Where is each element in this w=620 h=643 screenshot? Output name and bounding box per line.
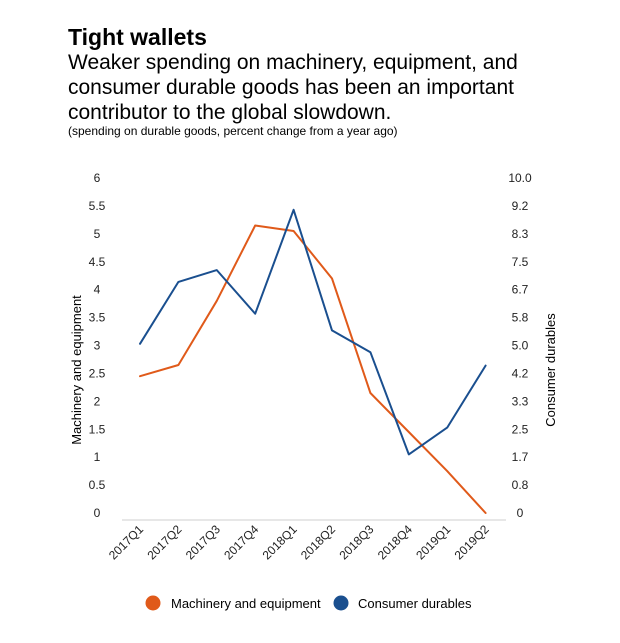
left-tick-label: 1 (94, 450, 101, 464)
right-axis-ticks: 0 0.8 1.7 2.5 3.3 4.2 5.0 5.8 6.7 7.5 8.3 9.2 10.0 (508, 171, 532, 520)
left-tick-label: 2 (94, 394, 101, 408)
legend-marker-machinery (145, 595, 161, 611)
right-tick-label: 0.8 (512, 478, 529, 492)
x-tick-label: 2017Q4 (221, 522, 261, 562)
left-tick-label: 5.5 (89, 199, 106, 213)
right-tick-label: 2.5 (512, 422, 529, 436)
x-tick-label: 2017Q1 (106, 522, 146, 562)
left-tick-label: 4.5 (89, 255, 106, 269)
right-tick-label: 5.8 (512, 311, 529, 325)
x-tick-label: 2018Q4 (375, 522, 415, 562)
right-tick-label: 6.7 (512, 283, 529, 297)
chart-title: Tight wallets (68, 24, 207, 50)
left-axis-ticks: 0 0.5 1 1.5 2 2.5 3 3.5 4 4.5 5 5.5 6 (89, 171, 106, 520)
right-axis-label: Consumer durables (543, 313, 558, 427)
x-tick-label: 2019Q2 (452, 522, 492, 562)
left-tick-label: 5 (94, 227, 101, 241)
left-axis-label: Machinery and equipment (69, 295, 84, 445)
right-tick-label: 0 (517, 506, 524, 520)
legend: Machinery and equipment Consumer durable… (145, 595, 472, 611)
series-line-machinery (139, 224, 487, 514)
right-tick-label: 9.2 (512, 199, 529, 213)
right-tick-label: 1.7 (512, 450, 529, 464)
x-tick-label: 2017Q2 (144, 522, 184, 562)
left-tick-label: 0 (94, 506, 101, 520)
legend-label-consumer: Consumer durables (358, 596, 472, 611)
right-tick-label: 4.2 (512, 366, 529, 380)
left-tick-label: 4 (94, 283, 101, 297)
chart-subtitle: Weaker spending on machinery, equipment,… (68, 51, 518, 124)
legend-marker-consumer (333, 595, 349, 611)
right-tick-label: 3.3 (512, 394, 529, 408)
chart-note: (spending on durable goods, percent chan… (68, 124, 398, 138)
right-tick-label: 7.5 (512, 255, 529, 269)
x-tick-label: 2018Q2 (298, 522, 338, 562)
legend-label-machinery: Machinery and equipment (171, 596, 321, 611)
left-tick-label: 6 (94, 171, 101, 185)
right-tick-label: 5.0 (512, 339, 529, 353)
left-tick-label: 2.5 (89, 366, 106, 380)
series-lines (139, 208, 487, 514)
right-tick-label: 10.0 (508, 171, 532, 185)
x-tick-label: 2017Q3 (183, 522, 223, 562)
left-tick-label: 1.5 (89, 422, 106, 436)
x-tick-label: 2019Q1 (413, 522, 453, 562)
x-tick-label: 2018Q1 (260, 522, 300, 562)
left-tick-label: 0.5 (89, 478, 106, 492)
x-tick-label: 2018Q3 (336, 522, 376, 562)
left-tick-label: 3.5 (89, 311, 106, 325)
x-axis-ticks: 2017Q12017Q22017Q32017Q42018Q12018Q22018… (106, 522, 492, 562)
right-tick-label: 8.3 (512, 227, 529, 241)
series-line-consumer (139, 208, 487, 456)
left-tick-label: 3 (94, 339, 101, 353)
